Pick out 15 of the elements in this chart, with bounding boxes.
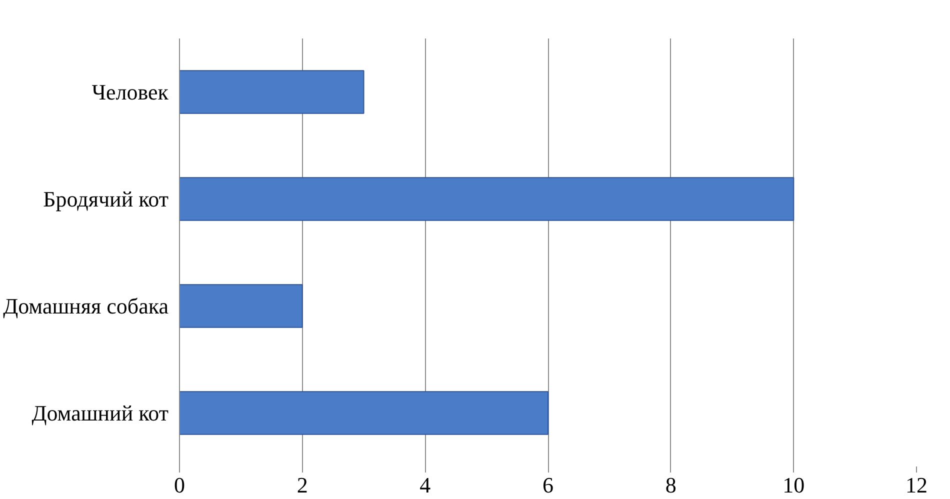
y-tick-label: Человек — [92, 80, 169, 104]
x-tick-label: 2 — [296, 472, 308, 498]
bar — [180, 284, 303, 328]
x-tick-label: 8 — [665, 472, 676, 498]
x-tick-label: 12 — [906, 472, 928, 498]
bar — [180, 391, 548, 435]
x-tick-label: 6 — [542, 472, 554, 498]
x-tick-label: 4 — [420, 472, 431, 498]
bar — [180, 177, 794, 221]
x-tick-label: 10 — [782, 472, 805, 498]
bar — [180, 70, 364, 114]
y-tick-label: Бродячий кот — [43, 186, 169, 212]
y-tick-label: Домашний кот — [32, 400, 169, 426]
x-tick-label: 0 — [174, 472, 185, 498]
y-tick-label: Домашняя собака — [3, 294, 169, 318]
